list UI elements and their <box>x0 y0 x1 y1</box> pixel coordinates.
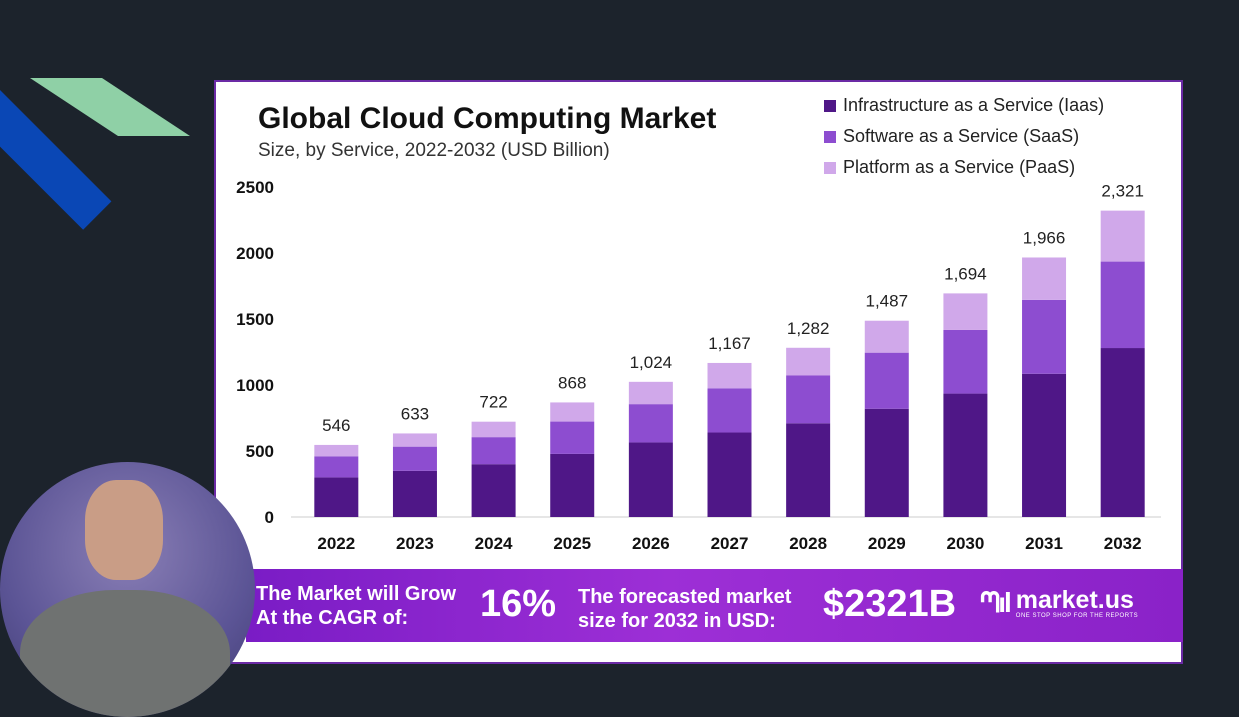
logo-icon: ᘉıl <box>980 587 1012 618</box>
bar-segment-paas <box>471 421 516 438</box>
legend-swatch-saas <box>824 130 836 143</box>
legend-label-paas: Platform as a Service (PaaS) <box>843 157 1076 177</box>
bar-segment-paas <box>864 320 909 353</box>
legend-swatch-paas <box>824 161 836 174</box>
bar-segment-saas <box>864 352 909 409</box>
chart-subtitle: Size, by Service, 2022-2032 (USD Billion… <box>258 140 610 161</box>
bar-segment-paas <box>707 362 752 389</box>
bar-segment-iaas <box>314 477 359 517</box>
cagr-value: 16% <box>480 583 557 625</box>
bar-total-label: 1,487 <box>865 292 908 311</box>
y-tick-label: 1000 <box>236 376 274 395</box>
bar-segment-saas <box>707 388 752 433</box>
bar-segment-iaas <box>864 408 909 517</box>
bar-segment-saas <box>471 437 516 465</box>
decorative-green-stripe <box>30 78 190 136</box>
logo-name: market.us <box>1015 586 1134 614</box>
x-tick-label: 2031 <box>1025 534 1063 553</box>
bar-total-label: 1,024 <box>630 353 673 372</box>
chart-legend: Infrastructure as a Service (Iaas) Softw… <box>824 90 1104 183</box>
legend-item-saas: Software as a Service (SaaS) <box>824 121 1104 152</box>
bar-total-label: 1,966 <box>1023 228 1066 247</box>
bar-total-label: 1,167 <box>708 334 751 353</box>
y-tick-label: 1500 <box>236 310 274 329</box>
bar-segment-paas <box>786 347 831 376</box>
bar-total-label: 2,321 <box>1101 182 1144 201</box>
bar-segment-iaas <box>392 470 437 517</box>
x-tick-label: 2024 <box>475 534 513 553</box>
bar-segment-paas <box>628 381 673 405</box>
presenter-head <box>85 480 163 580</box>
y-tick-label: 500 <box>246 442 274 461</box>
legend-swatch-iaas <box>824 99 836 112</box>
bar-segment-iaas <box>707 432 752 517</box>
bar-segment-paas <box>1100 210 1145 262</box>
bar-segment-saas <box>1022 299 1067 374</box>
y-tick-label: 0 <box>265 508 274 527</box>
bar-total-label: 546 <box>322 416 350 435</box>
presenter-webcam <box>0 462 255 717</box>
bar-segment-saas <box>1100 261 1145 349</box>
cagr-caption-line1: The Market will Grow <box>256 583 457 605</box>
stacked-bar-chart: 0 500 1000 1500 2000 2500 546 2022 633 2023 722 202… <box>236 178 1161 553</box>
bar-segment-saas <box>550 421 595 454</box>
bar-segment-paas <box>314 444 359 457</box>
bar-segment-iaas <box>628 442 673 517</box>
x-tick-label: 2022 <box>317 534 355 553</box>
x-tick-label: 2023 <box>396 534 434 553</box>
bar-segment-iaas <box>943 393 988 517</box>
cagr-caption: The Market will Grow At the CAGR of: <box>256 582 456 630</box>
x-tick-label: 2026 <box>632 534 670 553</box>
bar-segment-saas <box>314 456 359 478</box>
bar-segment-paas <box>550 402 595 422</box>
bar-total-label: 1,282 <box>787 319 830 338</box>
cagr-caption-line2: At the CAGR of: <box>256 607 409 629</box>
bar-segment-paas <box>1022 257 1067 300</box>
forecast-value: $2321B <box>823 583 957 625</box>
bar-segment-paas <box>943 293 988 330</box>
legend-label-saas: Software as a Service (SaaS) <box>843 126 1080 146</box>
chart-card: Global Cloud Computing Market Size, by S… <box>214 80 1183 664</box>
summary-banner: The Market will Grow At the CAGR of: 16%… <box>246 569 1183 642</box>
x-tick-label: 2027 <box>711 534 749 553</box>
forecast-caption-line1: The forecasted market <box>578 586 792 608</box>
x-tick-label: 2028 <box>789 534 827 553</box>
bar-total-label: 633 <box>401 404 429 423</box>
x-tick-label: 2032 <box>1104 534 1142 553</box>
bar-segment-iaas <box>471 464 516 517</box>
bar-total-label: 1,694 <box>944 264 987 283</box>
x-tick-label: 2029 <box>868 534 906 553</box>
logo-tagline: ONE STOP SHOP FOR THE REPORTS <box>1015 613 1139 619</box>
bar-segment-saas <box>392 446 437 471</box>
x-tick-label: 2025 <box>553 534 591 553</box>
bar-segment-saas <box>628 404 673 443</box>
forecast-caption-line2: size for 2032 in USD: <box>578 610 776 632</box>
bar-segment-saas <box>943 329 988 394</box>
chart-title: Global Cloud Computing Market <box>258 102 717 135</box>
presenter-body <box>20 590 230 717</box>
forecast-caption: The forecasted market size for 2032 in U… <box>578 585 791 633</box>
legend-item-iaas: Infrastructure as a Service (Iaas) <box>824 90 1104 121</box>
legend-item-paas: Platform as a Service (PaaS) <box>824 152 1104 183</box>
y-tick-label: 2000 <box>236 244 274 263</box>
bar-total-label: 722 <box>479 393 507 412</box>
x-tick-label: 2030 <box>946 534 984 553</box>
bar-segment-iaas <box>786 423 831 517</box>
bar-segment-saas <box>786 375 831 424</box>
bar-total-label: 868 <box>558 373 586 392</box>
market-us-logo: ᘉıl market.us ONE STOP SHOP FOR THE REPO… <box>980 587 1138 620</box>
bar-segment-iaas <box>550 453 595 517</box>
bar-segment-iaas <box>1100 348 1145 517</box>
bar-segment-paas <box>392 433 437 447</box>
legend-label-iaas: Infrastructure as a Service (Iaas) <box>843 95 1105 115</box>
bar-segment-iaas <box>1022 373 1067 517</box>
y-tick-label: 2500 <box>236 178 274 197</box>
